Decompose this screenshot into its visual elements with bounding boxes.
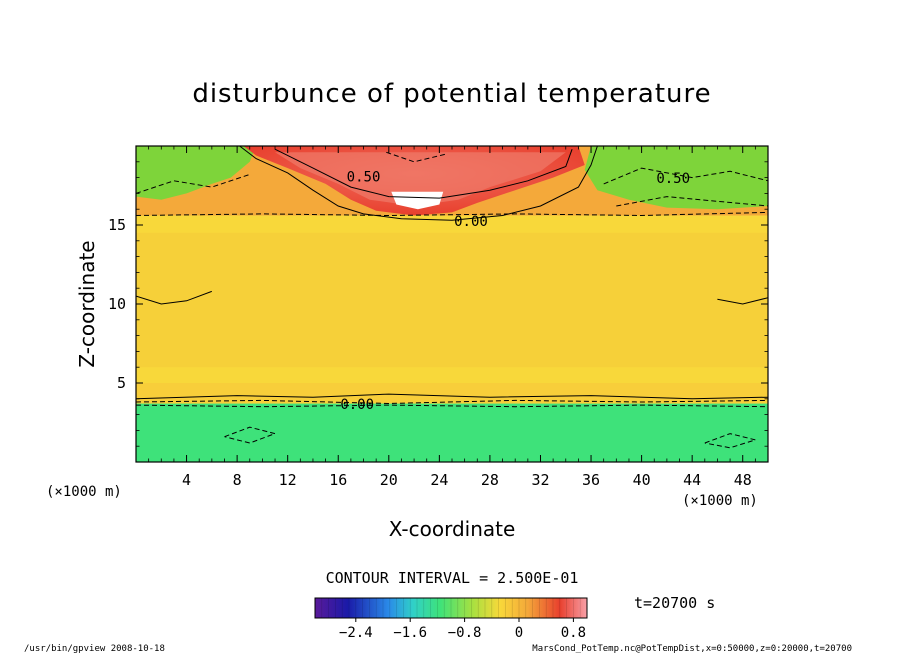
contour-label: 0.00 bbox=[454, 214, 488, 230]
x-tick-label: 44 bbox=[683, 471, 701, 489]
contour-lower-dashed bbox=[136, 399, 768, 405]
lower-band bbox=[136, 403, 768, 462]
y-axis-label: Z-coordinate bbox=[75, 240, 99, 367]
x-tick-label: 28 bbox=[481, 471, 499, 489]
x-tick-label: 36 bbox=[582, 471, 600, 489]
contour-left-green bbox=[136, 173, 250, 194]
x-tick-label: 4 bbox=[182, 471, 191, 489]
contour-050 bbox=[274, 148, 573, 199]
x-tick-label: 12 bbox=[279, 471, 297, 489]
colorbar-tick-label: 0.8 bbox=[561, 625, 586, 641]
colorbar-ticks: −2.4 −1.6 −0.8 0 0.8 bbox=[339, 618, 586, 641]
x-tick-label: 24 bbox=[430, 471, 448, 489]
lower-warm-strip bbox=[136, 383, 768, 404]
contour-center-green bbox=[386, 151, 448, 163]
time-label: t=20700 s bbox=[634, 594, 715, 612]
top-right-green bbox=[584, 146, 768, 210]
y-unit-label: (×1000 m) bbox=[46, 484, 122, 500]
contour-interval: CONTOUR INTERVAL = 2.500E-01 bbox=[326, 569, 579, 587]
colorbar-tick-label: −2.4 bbox=[339, 625, 373, 641]
x-tick-label: 32 bbox=[531, 471, 549, 489]
x-tick-label: 16 bbox=[329, 471, 347, 489]
colorbar-segments bbox=[314, 598, 581, 618]
contour-labels: 0.50 0.00 0.50 0.00 bbox=[340, 170, 690, 414]
main-body bbox=[136, 215, 768, 404]
plot-area bbox=[136, 146, 768, 462]
contour-label: 0.50 bbox=[656, 171, 690, 187]
x-axis: 4 8 12 16 20 24 28 32 36 40 44 48 bbox=[148, 146, 756, 489]
footer-right: MarsCond_PotTemp.nc@PotTempDist,x=0:5000… bbox=[532, 644, 852, 654]
contour-zero-upper bbox=[239, 146, 598, 221]
x-tick-label: 8 bbox=[233, 471, 242, 489]
contour-label: 0.00 bbox=[340, 397, 374, 413]
top-left-green bbox=[136, 146, 257, 200]
x-tick-label: 48 bbox=[734, 471, 752, 489]
contour-right-green bbox=[603, 167, 768, 185]
contour-right-green-2 bbox=[616, 196, 768, 207]
contour-zero-lower bbox=[136, 393, 768, 400]
colorbar-tick-label: −0.8 bbox=[448, 625, 482, 641]
chart-title: disturbunce of potential temperature bbox=[192, 79, 711, 109]
contour-left-mid bbox=[136, 290, 212, 305]
x-tick-label: 20 bbox=[380, 471, 398, 489]
y-tick-label: 5 bbox=[117, 374, 126, 392]
warm-inner bbox=[275, 152, 566, 206]
y-tick-label: 15 bbox=[108, 216, 126, 234]
colorbar bbox=[314, 597, 588, 619]
x-axis-label: X-coordinate bbox=[389, 517, 516, 541]
colorbar-tick-label: 0 bbox=[515, 625, 523, 641]
contour-lower-dashed-2 bbox=[136, 404, 768, 408]
y-axis: 5 10 15 bbox=[108, 161, 768, 447]
x-unit-label: (×1000 m) bbox=[682, 493, 758, 509]
contour-lower-left-cell bbox=[224, 426, 277, 444]
x-tick-label: 40 bbox=[633, 471, 651, 489]
mid-shade bbox=[136, 232, 768, 368]
contour-right-mid bbox=[717, 297, 768, 305]
max-core bbox=[391, 191, 444, 210]
colorbar-tick-label: −1.6 bbox=[393, 625, 427, 641]
contour-label: 0.50 bbox=[347, 170, 381, 186]
footer-left: /usr/bin/gpview 2008-10-18 bbox=[24, 644, 165, 654]
contour-lower-right-cell bbox=[704, 433, 758, 449]
contour-upper-dashed bbox=[136, 211, 768, 217]
y-tick-label: 10 bbox=[108, 295, 126, 313]
